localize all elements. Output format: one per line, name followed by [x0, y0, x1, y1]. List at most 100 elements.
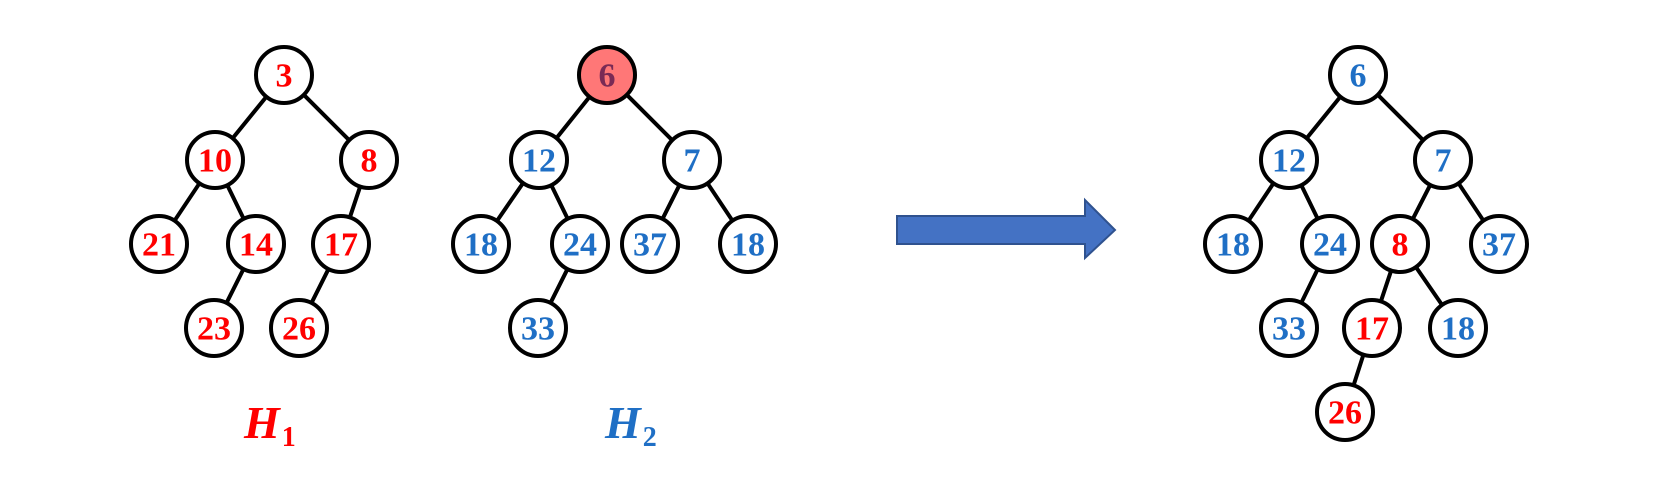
tree-node: 37 [1469, 214, 1529, 274]
node-circle [129, 214, 189, 274]
node-value: 23 [197, 311, 231, 348]
node-value: 33 [1272, 311, 1306, 348]
tree-node: 7 [1413, 130, 1473, 190]
tree-edge [1410, 182, 1433, 222]
node-value: 12 [522, 143, 556, 180]
tree-node: 26 [269, 298, 329, 358]
tree-node: 3 [254, 45, 314, 105]
node-circle [226, 214, 286, 274]
node-value: 17 [324, 227, 358, 264]
node-value: 18 [731, 227, 765, 264]
highlighted-node-circle [577, 45, 637, 105]
tree-edge [1351, 352, 1366, 388]
nodes-layer: 3 10 8 21 14 17 23 26 6 12 7 18 24 37 18 33 6 12 7 18 24 8 37 3… [129, 45, 1529, 442]
node-value: 24 [563, 227, 597, 264]
tree-node: 18 [718, 214, 778, 274]
tree-edge [224, 267, 246, 305]
tree-edge [705, 181, 735, 223]
heap-label-subscript: 1 [282, 422, 296, 453]
right-arrow-icon [896, 197, 1117, 261]
heap-label: H1 [243, 397, 296, 453]
edges-layer [172, 92, 1486, 388]
tree-node: 7 [662, 130, 722, 190]
node-circle [1315, 382, 1375, 442]
node-circle [1203, 214, 1263, 274]
node-value: 6 [1350, 58, 1367, 95]
tree-node: 26 [1315, 382, 1375, 442]
node-value: 14 [239, 227, 273, 264]
tree-node: 23 [184, 298, 244, 358]
node-circle [620, 214, 680, 274]
node-circle [269, 298, 329, 358]
node-circle [718, 214, 778, 274]
node-circle [1300, 214, 1360, 274]
node-circle [1259, 130, 1319, 190]
node-circle [451, 214, 511, 274]
tree-edge [172, 181, 202, 223]
node-value: 18 [1441, 311, 1475, 348]
node-circle [254, 45, 314, 105]
tree-edge [1246, 181, 1276, 223]
tree-edge [1375, 92, 1426, 143]
tree-edge [1299, 183, 1320, 221]
tree-node: 8 [1370, 214, 1430, 274]
tree-edge [1304, 94, 1343, 141]
tree-node: 10 [185, 130, 245, 190]
tree-edge [624, 92, 675, 143]
node-value: 18 [1216, 227, 1250, 264]
tree-edge [1378, 268, 1394, 304]
node-circle [662, 130, 722, 190]
node-value: 26 [282, 311, 316, 348]
node-value: 3 [276, 58, 293, 95]
node-circle [185, 130, 245, 190]
tree-node: 33 [508, 298, 568, 358]
tree-node: 6 [577, 45, 637, 105]
heap-label-base: H [243, 397, 281, 448]
node-value: 8 [1392, 227, 1409, 264]
tree-node: 8 [339, 130, 399, 190]
tree-edge [660, 183, 682, 221]
tree-node: 17 [311, 214, 371, 274]
tree-edge [548, 267, 570, 305]
node-value: 37 [1482, 227, 1516, 264]
tree-node: 18 [1203, 214, 1263, 274]
tree-edge [230, 94, 269, 141]
heap-label-base: H [604, 397, 642, 448]
node-circle [509, 130, 569, 190]
tree-node: 14 [226, 214, 286, 274]
tree-node: 37 [620, 214, 680, 274]
tree-node: 21 [129, 214, 189, 274]
node-value: 12 [1272, 143, 1306, 180]
node-value: 17 [1355, 311, 1389, 348]
node-circle [1469, 214, 1529, 274]
node-value: 24 [1313, 227, 1347, 264]
tree-edge [1299, 267, 1320, 305]
node-value: 10 [198, 143, 232, 180]
heap-label-subscript: 2 [643, 422, 657, 453]
tree-node: 24 [550, 214, 610, 274]
tree-edge [494, 181, 526, 223]
node-value: 37 [633, 227, 667, 264]
tree-node: 33 [1259, 298, 1319, 358]
tree-edge [1413, 265, 1445, 307]
node-value: 7 [1435, 143, 1452, 180]
node-circle [1428, 298, 1488, 358]
node-circle [508, 298, 568, 358]
tree-edge [549, 183, 570, 221]
heap-label: H2 [604, 397, 657, 453]
tree-edge [347, 184, 363, 220]
node-circle [1370, 214, 1430, 274]
tree-edge [225, 183, 246, 221]
node-circle [339, 130, 399, 190]
tree-node: 24 [1300, 214, 1360, 274]
tree-node: 17 [1342, 298, 1402, 358]
node-value: 21 [142, 227, 176, 264]
heap-labels-layer: H1 H2 [243, 397, 657, 453]
tree-node: 6 [1328, 45, 1388, 105]
node-value: 33 [521, 311, 555, 348]
node-value: 6 [599, 58, 616, 95]
tree-node: 18 [1428, 298, 1488, 358]
tree-edge [1456, 181, 1486, 223]
tree-edge [309, 267, 331, 305]
